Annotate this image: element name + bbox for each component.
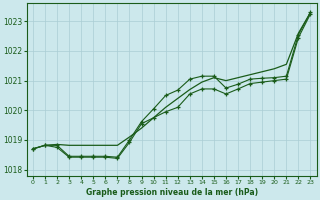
X-axis label: Graphe pression niveau de la mer (hPa): Graphe pression niveau de la mer (hPa) — [86, 188, 258, 197]
